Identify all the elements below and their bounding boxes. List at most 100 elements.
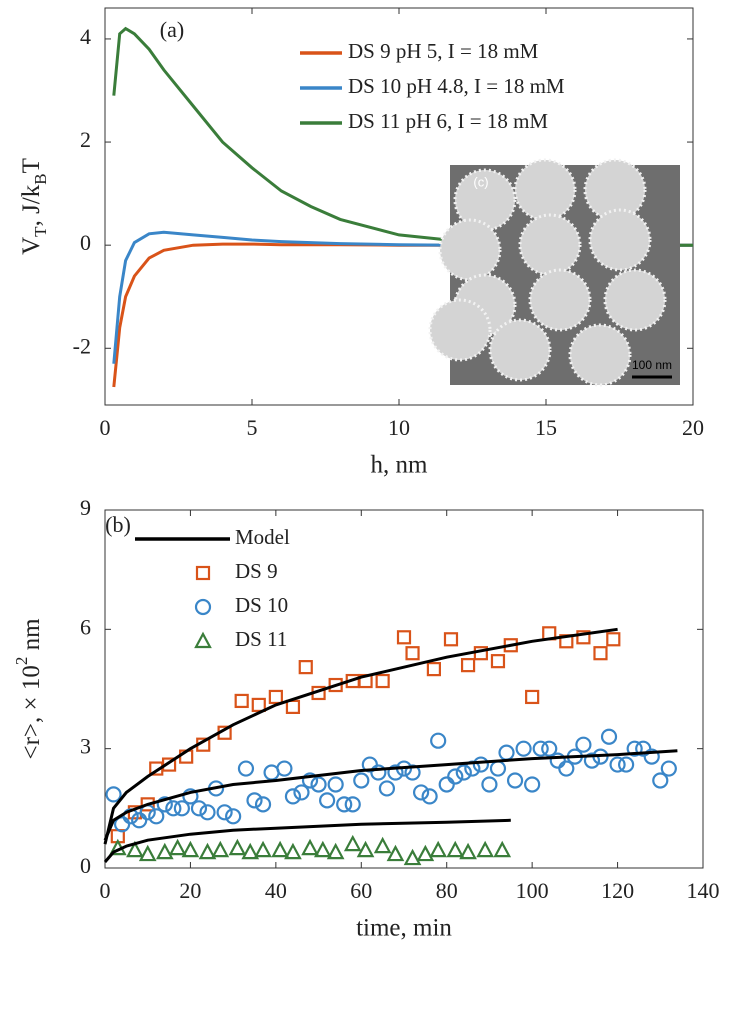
data-point <box>576 630 591 645</box>
data-point <box>168 838 187 856</box>
data-point <box>165 800 182 817</box>
data-point <box>310 776 327 793</box>
x-tick-label: 20 <box>179 878 201 903</box>
data-point <box>378 780 396 797</box>
plot-frame <box>104 509 704 869</box>
data-point <box>524 776 541 793</box>
y-axis-label-part: V <box>18 237 45 255</box>
data-point <box>246 792 263 809</box>
data-point <box>155 842 174 860</box>
data-point <box>234 693 249 709</box>
data-point <box>228 838 247 856</box>
data-point <box>421 788 438 805</box>
data-point <box>336 796 353 813</box>
data-point <box>460 658 476 673</box>
x-tick-label: 20 <box>682 415 704 440</box>
data-point <box>416 844 435 862</box>
particle <box>453 168 517 232</box>
data-point <box>182 788 199 805</box>
data-point <box>370 764 387 781</box>
data-point <box>276 760 293 777</box>
data-point <box>190 800 208 817</box>
data-point <box>429 840 448 858</box>
data-point <box>606 632 621 647</box>
data-point <box>105 786 122 803</box>
data-point <box>327 776 344 793</box>
data-point <box>438 776 455 793</box>
data-point <box>314 840 332 858</box>
data-point <box>126 840 144 858</box>
data-point <box>575 736 592 753</box>
data-point <box>211 840 230 858</box>
data-point <box>493 840 512 858</box>
particle <box>518 213 582 277</box>
data-point <box>618 756 635 773</box>
particle <box>583 158 647 222</box>
x-tick-label: 140 <box>687 878 720 903</box>
data-point <box>161 757 177 772</box>
data-point <box>447 768 464 785</box>
data-point <box>549 752 566 769</box>
x-tick-label: 5 <box>247 415 258 440</box>
legend-label: DS 10 pH 4.8, I = 18 mM <box>348 74 565 98</box>
data-point <box>443 632 459 647</box>
data-point <box>173 800 190 817</box>
particle <box>438 218 502 282</box>
y-tick-label: 6 <box>80 614 91 639</box>
x-tick-label: 60 <box>350 878 372 903</box>
inset-image: (c) 100 nm <box>428 158 680 387</box>
y-tick-label: 0 <box>80 853 91 878</box>
particle <box>513 158 577 222</box>
x-tick-label: 10 <box>388 415 410 440</box>
y-axis-label: VT, J/kBT <box>18 158 51 255</box>
model-line <box>103 627 618 845</box>
data-point <box>489 760 507 777</box>
legend-marker <box>194 598 212 616</box>
data-point <box>138 844 157 862</box>
y-axis-label-part: , J/k <box>18 184 45 226</box>
x-tick-label: 0 <box>100 415 111 440</box>
data-point <box>156 796 173 813</box>
data-point <box>498 744 515 761</box>
data-point <box>459 842 477 860</box>
data-point <box>237 760 255 777</box>
data-point <box>476 840 494 858</box>
y-tick-label: 0 <box>80 230 91 255</box>
data-point <box>241 842 260 860</box>
data-point <box>426 662 441 677</box>
data-point <box>268 689 283 705</box>
x-tick-label: 100 <box>516 878 549 903</box>
data-point <box>600 728 618 745</box>
legend-marker <box>195 565 211 581</box>
data-point <box>198 842 217 860</box>
data-point <box>541 740 558 757</box>
panel-label: (b) <box>105 512 131 537</box>
legend-label: DS 9 pH 5, I = 18 mM <box>348 39 539 63</box>
data-point <box>643 748 660 765</box>
x-tick-label: 80 <box>436 878 458 903</box>
legend-label: DS 10 <box>235 593 288 617</box>
data-point <box>386 844 405 862</box>
data-point <box>293 784 310 801</box>
y-axis-label-part: T <box>31 226 50 237</box>
data-point <box>525 689 540 705</box>
data-point <box>298 660 313 675</box>
data-point <box>284 788 302 805</box>
data-point <box>301 838 319 856</box>
data-point <box>356 840 375 858</box>
legend-marker <box>194 631 212 649</box>
y-tick-label: 4 <box>80 24 91 49</box>
y-tick-label: 3 <box>80 734 91 759</box>
data-point <box>609 756 626 773</box>
scale-bar-label: 100 nm <box>632 358 672 372</box>
inset-label: (c) <box>473 174 488 189</box>
data-point <box>481 776 498 793</box>
particle <box>603 268 667 332</box>
data-point <box>635 740 652 757</box>
data-point <box>271 840 289 858</box>
data-point <box>405 646 420 661</box>
data-point <box>326 842 345 860</box>
data-point <box>583 752 601 769</box>
